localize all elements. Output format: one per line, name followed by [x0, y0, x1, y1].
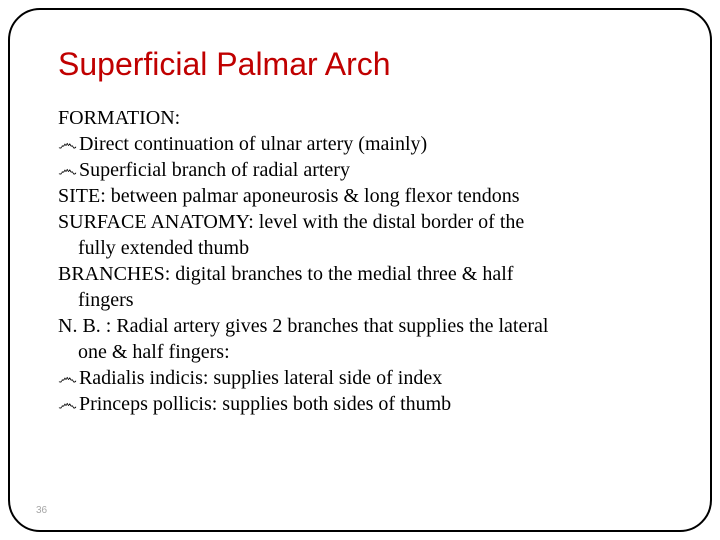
slide-body: FORMATION: Direct continuation of ulnar … — [58, 105, 662, 417]
line-branches-cont: fingers — [58, 287, 662, 313]
line-site: SITE: between palmar aponeurosis & long … — [58, 183, 662, 209]
line-branches: BRANCHES: digital branches to the medial… — [58, 261, 662, 287]
line-nb-cont: one & half fingers: — [58, 339, 662, 365]
bullet-princeps-pollicis: Princeps pollicis: supplies both sides o… — [58, 391, 662, 417]
page-number: 36 — [36, 505, 47, 516]
bullet-ulnar: Direct continuation of ulnar artery (mai… — [58, 131, 662, 157]
line-nb: N. B. : Radial artery gives 2 branches t… — [58, 313, 662, 339]
slide-title: Superficial Palmar Arch — [58, 46, 662, 83]
line-surface-anatomy: SURFACE ANATOMY: level with the distal b… — [58, 209, 662, 235]
slide-frame: Superficial Palmar Arch FORMATION: Direc… — [8, 8, 712, 532]
line-formation: FORMATION: — [58, 105, 662, 131]
bullet-radial-branch: Superficial branch of radial artery — [58, 157, 662, 183]
bullet-radialis-indicis: Radialis indicis: supplies lateral side … — [58, 365, 662, 391]
line-surface-anatomy-cont: fully extended thumb — [58, 235, 662, 261]
